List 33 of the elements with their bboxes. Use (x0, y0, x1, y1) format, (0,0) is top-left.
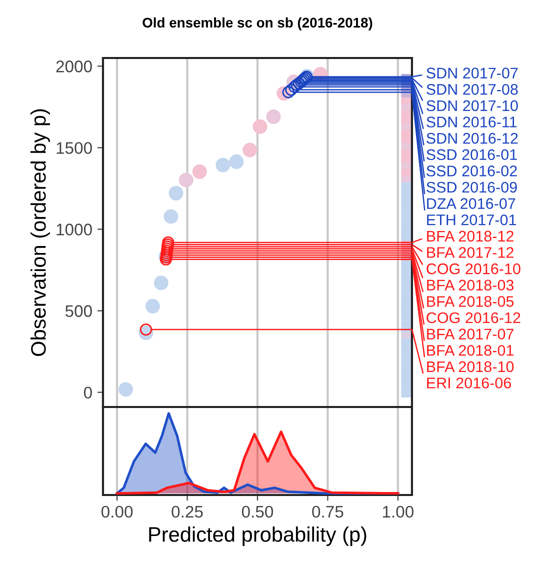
annotation: COG 2016-10 (426, 263, 520, 274)
annotation: BFA 2017-12 (427, 247, 514, 258)
annotation: SSD 2016-01 (426, 149, 517, 160)
annotation: BFA 2018-10 (427, 361, 514, 372)
y-axis-title: Observation (ordered by p) (30, 109, 50, 356)
annotation: BFA 2018-05 (427, 296, 514, 307)
annotation: SDN 2017-07 (426, 68, 518, 79)
y-tick-label: 1000 (56, 224, 92, 236)
annotation: SDN 2016-11 (426, 116, 517, 128)
x-tick-label: 0.00 (101, 506, 133, 518)
annotation: SDN 2016-12 (426, 132, 518, 144)
x-tick-label: 0.25 (172, 506, 203, 518)
y-tick-label: 2000 (56, 60, 92, 72)
annotation: BFA 2018-03 (427, 280, 514, 291)
y-tick-label: 0 (84, 386, 92, 399)
x-axis-title: Predicted probability (p) (149, 526, 366, 546)
y-tick-label: 500 (65, 305, 92, 317)
chart-title: Old ensemble sc on sb (2016-2018) (142, 17, 372, 30)
annotation: BFA 2018-01 (427, 344, 514, 356)
annotation: BFA 2018-12 (427, 230, 514, 242)
annotation: SSD 2016-02 (426, 166, 517, 176)
annotation: BFA 2017-07 (427, 328, 514, 340)
annotation: DZA 2016-07 (427, 198, 516, 209)
x-tick-label: 0.75 (312, 506, 344, 518)
annotation: SDN 2017-10 (426, 100, 518, 112)
y-tick-label: 1500 (56, 142, 92, 154)
annotation: ERI 2016-06 (427, 378, 511, 388)
annotation: COG 2016-12 (426, 312, 520, 324)
annotation: ETH 2017-01 (427, 214, 516, 226)
annotation: SSD 2016-09 (426, 182, 517, 193)
annotation: SDN 2017-08 (426, 84, 518, 95)
x-tick-label: 0.50 (242, 506, 274, 518)
x-tick-label: 1.00 (382, 506, 414, 518)
